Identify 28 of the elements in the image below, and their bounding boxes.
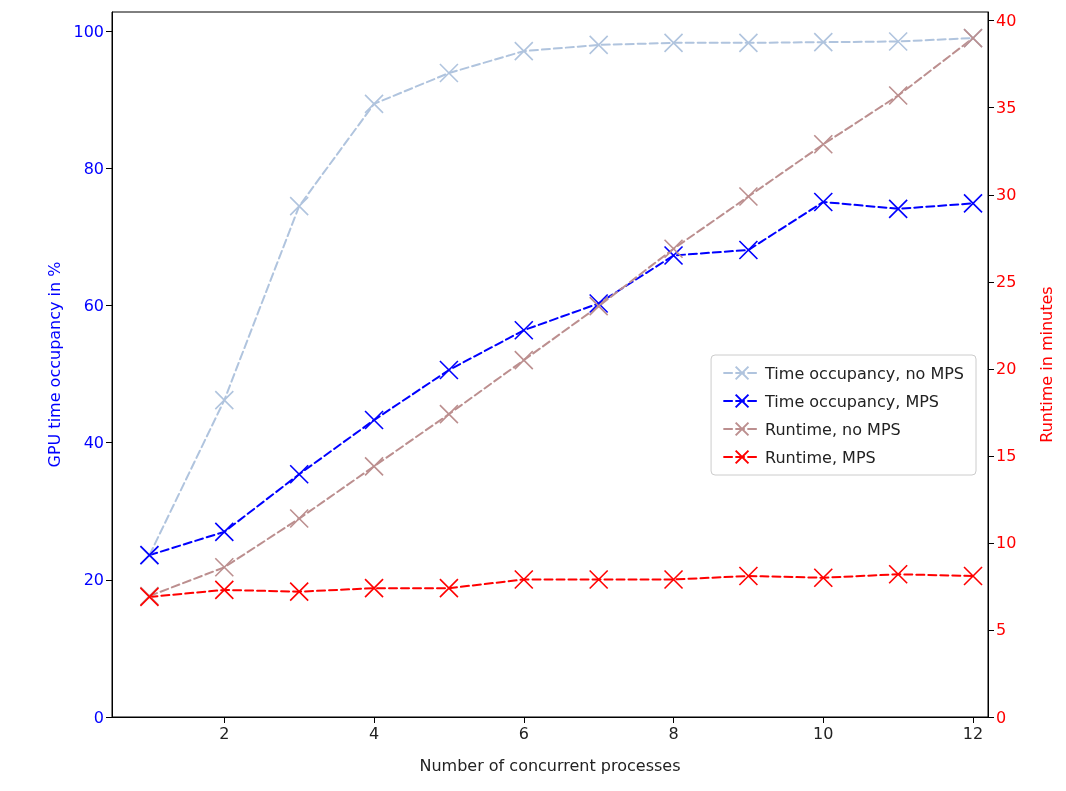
x-tick-label: 2 [219,723,230,743]
y2-tick-label: 30 [996,185,1017,205]
x-tick-label: 6 [518,723,529,743]
y2-tick-label: 40 [996,11,1017,31]
y-tick-label: 80 [83,158,104,178]
y-tick-label: 100 [73,21,104,41]
y-tick-label: 40 [83,433,104,453]
y2-tick-label: 25 [996,272,1017,292]
y2-tick-label: 35 [996,98,1017,118]
y2-tick-label: 10 [996,533,1017,553]
x-tick-label: 12 [962,723,984,743]
y2-axis-title: Runtime in minutes [1036,286,1056,443]
x-tick-label: 8 [668,723,679,743]
y2-tick-label: 20 [996,359,1017,379]
y-axis-title: GPU time occupancy in % [44,261,64,468]
y-tick-label: 60 [83,296,104,316]
y2-tick-label: 15 [996,446,1017,466]
legend-label: Runtime, MPS [765,447,876,467]
legend-label: Time occupancy, MPS [764,391,939,411]
y-tick-label: 0 [93,707,104,727]
x-tick-label: 4 [368,723,380,743]
x-axis-title: Number of concurrent processes [419,755,681,775]
y2-tick-label: 0 [996,707,1007,727]
y-tick-label: 20 [83,570,104,590]
x-tick-label: 10 [813,723,834,743]
y2-tick-label: 5 [996,620,1007,640]
legend-label: Runtime, no MPS [765,419,901,439]
legend-label: Time occupancy, no MPS [764,363,965,383]
